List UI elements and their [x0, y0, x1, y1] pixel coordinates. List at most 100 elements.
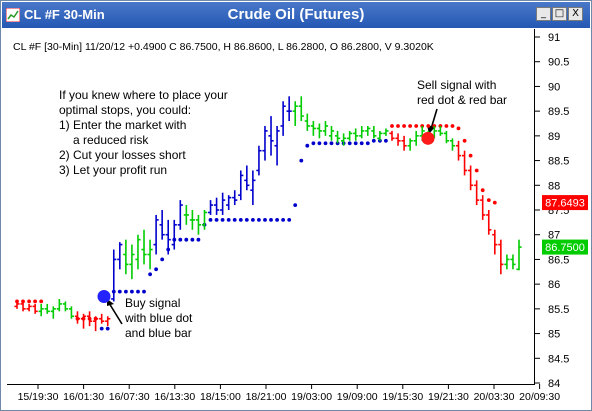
price-bar [129, 244, 135, 280]
x-tick-label: 16/07:30 [109, 391, 150, 403]
stop-dot [244, 218, 249, 222]
stop-dot [414, 124, 419, 128]
price-bar [389, 130, 395, 141]
sell-note-line: red dot & red bar [417, 93, 507, 107]
price-bar [232, 190, 238, 206]
x-tick-label: 20/09:30 [519, 391, 560, 403]
stop-dot [196, 237, 201, 242]
y-tick-label: 89.5 [548, 106, 569, 118]
maximize-button[interactable]: □ [552, 7, 567, 21]
x-tick-label: 18/15:00 [200, 391, 241, 403]
sell-note-line: Sell signal with [417, 78, 496, 92]
tip-line: If you knew where to place your [59, 88, 228, 102]
price-bar [195, 214, 202, 235]
stop-dot [238, 218, 243, 222]
price-bar [504, 254, 510, 270]
stop-dot [329, 141, 334, 146]
stop-dot [287, 218, 292, 222]
price-bar [99, 313, 105, 324]
price-bar [334, 130, 341, 144]
tip-line: 2) Cut your losses short [59, 148, 186, 162]
x-tick-label: 19/21:30 [428, 391, 469, 403]
price-bar [328, 125, 335, 141]
x-tick-label: 20/03:30 [474, 391, 515, 403]
stop-dot [396, 124, 400, 128]
x-tick-label: 16/13:30 [154, 391, 195, 403]
y-tick-label: 84 [548, 378, 560, 390]
y-tick-label: 85 [548, 329, 560, 341]
price-chart: CL #F [30-Min] 11/20/12 +0.4900 C 86.750… [2, 28, 590, 409]
price-bar [268, 116, 274, 156]
stop-dot [426, 124, 431, 128]
stop-dot [142, 289, 146, 294]
stop-dot [402, 124, 406, 128]
price-bar [449, 138, 456, 151]
price-bar [486, 210, 492, 235]
price-bar [147, 239, 153, 270]
tip-line: optimal stops, you could: [59, 103, 191, 117]
price-bar [32, 303, 38, 314]
y-tick-label: 88 [548, 180, 560, 192]
price-bar [383, 128, 389, 136]
stop-dot [124, 289, 128, 294]
stop-dot [293, 203, 298, 208]
stop-dot [136, 289, 140, 294]
price-bar [377, 130, 383, 141]
price-bar [480, 195, 486, 220]
price-bar [201, 210, 208, 230]
price-bar [286, 96, 292, 122]
stop-dot [281, 218, 285, 222]
tip-line: 1) Enter the market with [59, 118, 186, 132]
minimize-button[interactable]: _ [536, 7, 551, 21]
stop-dot [251, 218, 255, 222]
sell-signal-dot [421, 131, 435, 145]
sell-arrow [430, 108, 438, 130]
signal-markers [97, 131, 435, 303]
y-tick-label: 89 [548, 131, 560, 143]
price-bar [20, 301, 26, 312]
stop-dot [311, 141, 316, 146]
price-bar [80, 313, 87, 329]
price-bar [304, 113, 310, 131]
close-button[interactable]: X [568, 7, 583, 21]
stop-dot [378, 138, 382, 143]
stop-dot [468, 153, 473, 158]
price-bar [468, 165, 474, 191]
price-bar [455, 140, 462, 161]
title-bar[interactable]: CL #F 30-Min Crude Oil (Futures) _ □ X [2, 2, 590, 28]
stop-dot [347, 141, 352, 146]
stop-dot [317, 141, 322, 146]
stop-dot [232, 218, 237, 222]
price-bar [347, 130, 353, 141]
x-tick-label: 19/09:00 [337, 391, 378, 403]
price-bar [395, 133, 401, 146]
price-bar [461, 150, 468, 176]
stop-dot [335, 141, 340, 146]
price-bar [135, 234, 141, 270]
stop-dot [371, 138, 376, 143]
price-bar [111, 249, 117, 302]
stop-dot [323, 141, 328, 146]
stop-dot [486, 198, 491, 203]
price-bar [492, 229, 498, 255]
buy-note-line: Buy signal [125, 296, 180, 310]
price-bar [220, 192, 226, 215]
price-bar [341, 133, 347, 146]
stop-dot [275, 218, 279, 222]
price-bar [86, 311, 93, 327]
price-bar [244, 165, 250, 191]
stop-dot [450, 124, 455, 128]
price-bar [322, 121, 329, 136]
price-bars [14, 96, 522, 332]
price-bar [117, 242, 123, 270]
stop-dot [257, 218, 261, 222]
tip-line: 3) Let your profit run [59, 163, 167, 177]
chart-app-icon [6, 8, 20, 22]
price-bar [26, 303, 32, 312]
stop-dot [160, 257, 165, 262]
stop-dot [444, 124, 449, 128]
y-tick-label: 90.5 [548, 57, 569, 69]
y-tick-label: 84.5 [548, 353, 569, 365]
y-tick-label: 86.5 [548, 254, 569, 266]
buy-note-line: with blue dot [124, 311, 193, 325]
